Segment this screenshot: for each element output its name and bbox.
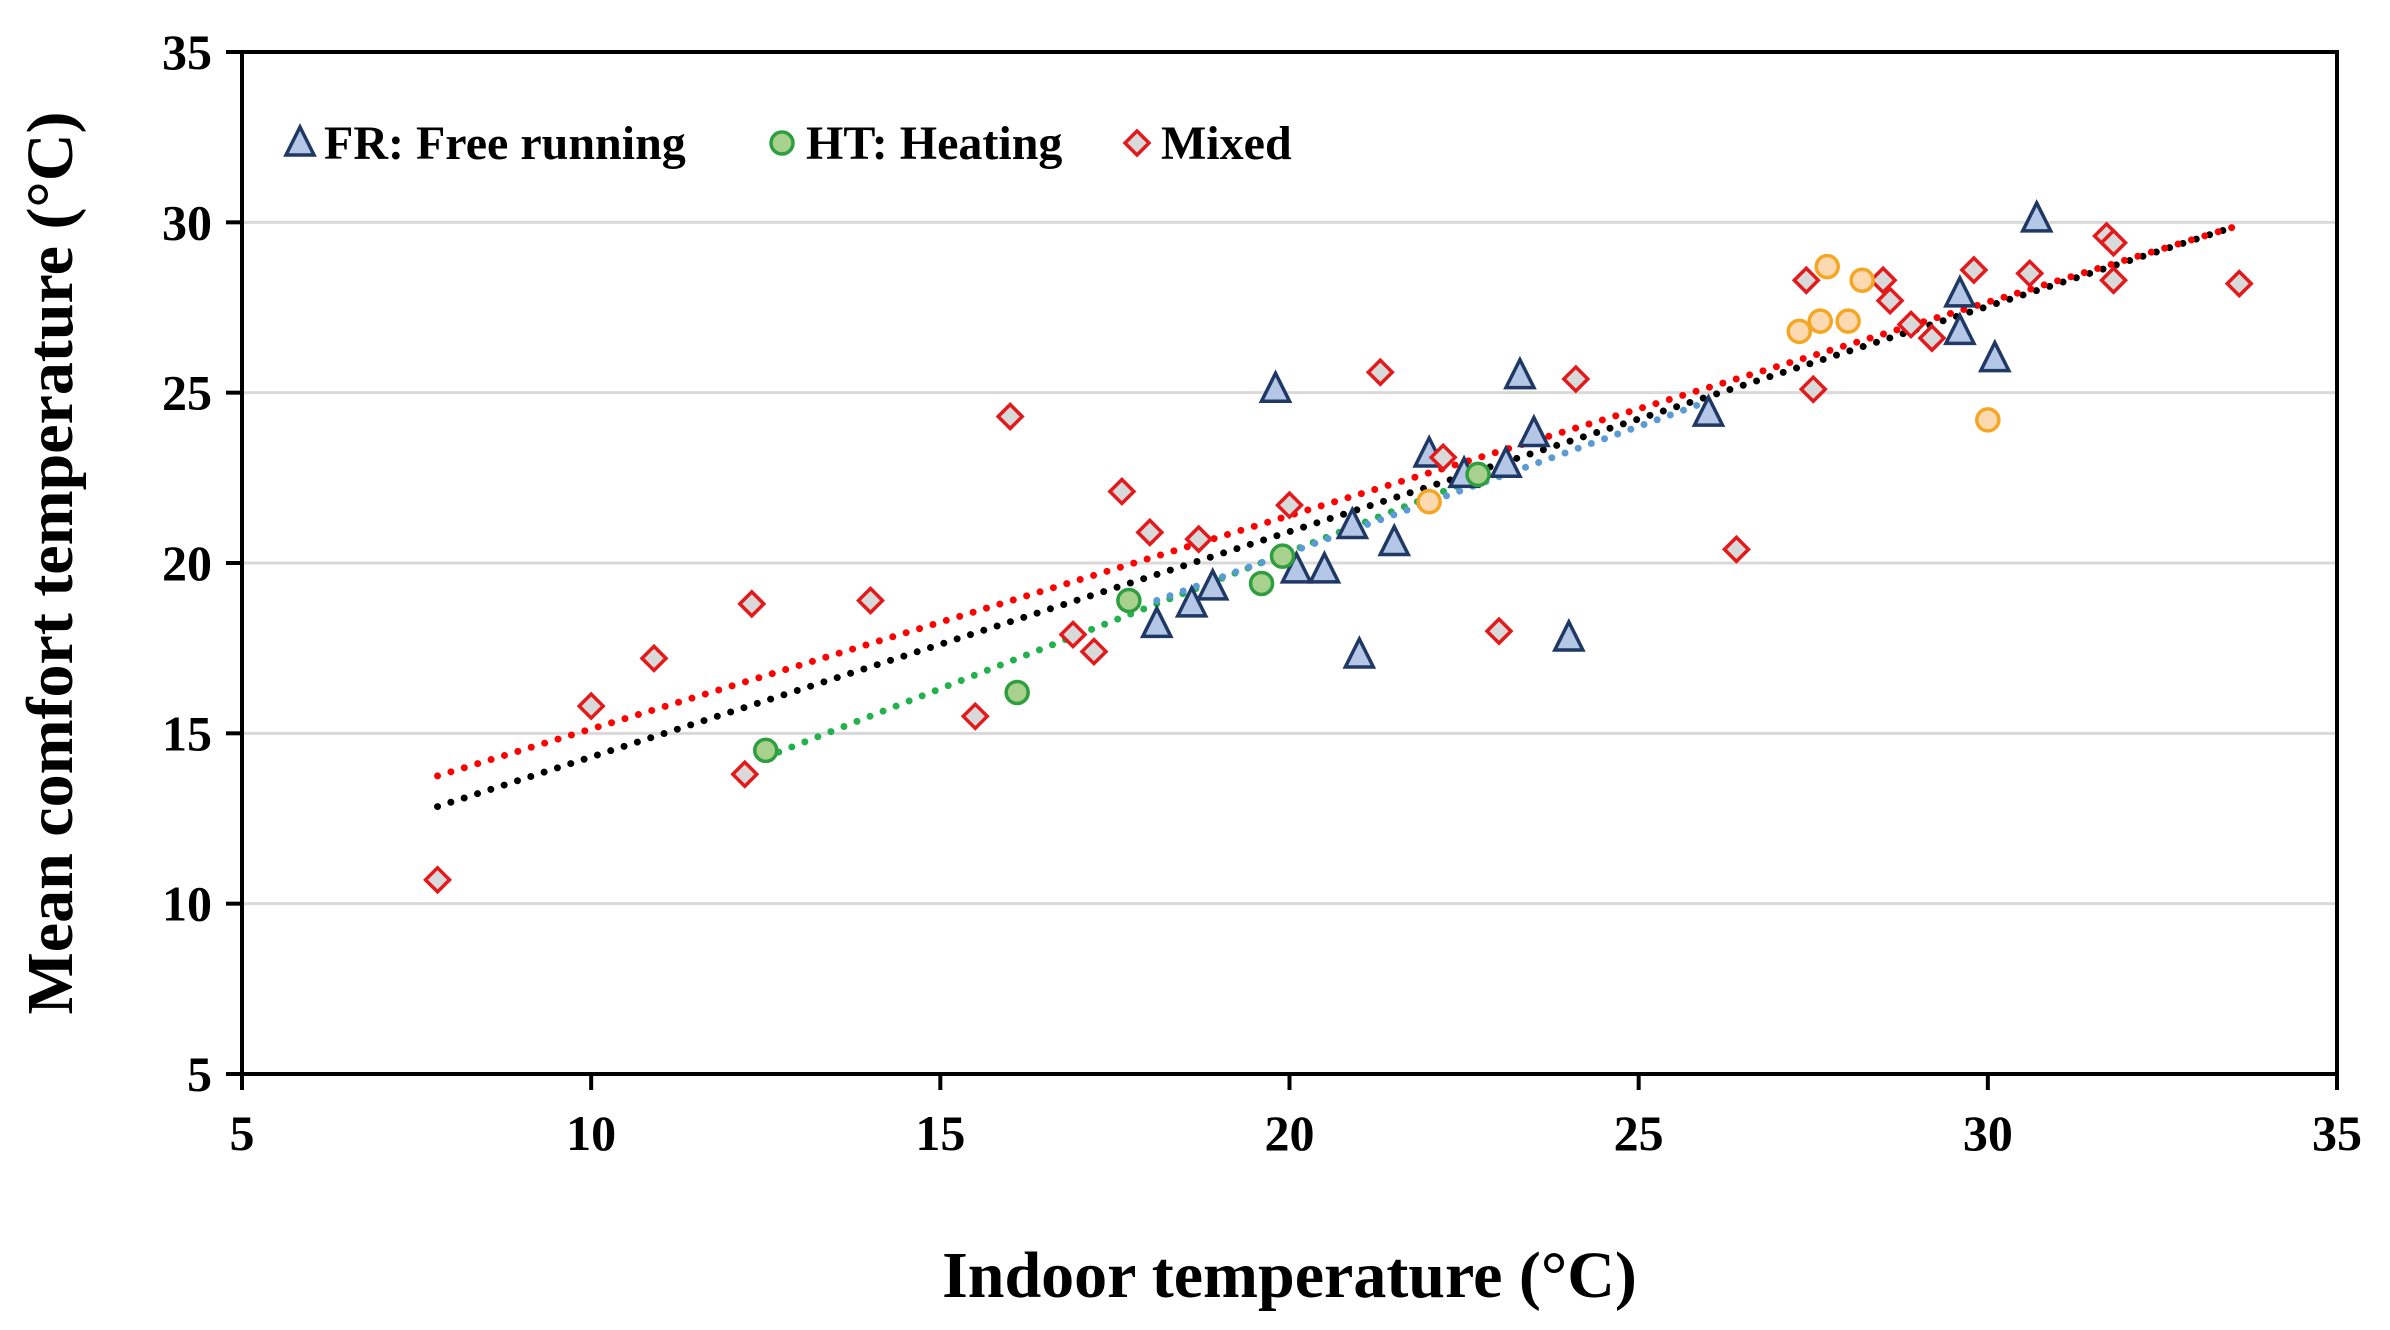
legend: FR: Free running HT: Heating Mixed — [283, 117, 1292, 170]
x-tick-label-5: 5 — [230, 1105, 255, 1161]
point-s2-17 — [1561, 364, 1591, 394]
point-s0-19 — [2019, 199, 2054, 233]
point-s2-3 — [730, 759, 760, 789]
point-s2-18 — [1721, 534, 1751, 564]
point-s2-11 — [1135, 517, 1165, 547]
point-s0-5 — [1307, 549, 1342, 584]
data-points — [423, 199, 2254, 895]
point-s2-16 — [1484, 616, 1514, 646]
y-tick-label-30: 30 — [162, 194, 212, 250]
y-tick-label-20: 20 — [162, 535, 212, 591]
point-s0-14 — [1552, 618, 1586, 652]
point-s0-4 — [1279, 549, 1314, 584]
point-s0-17 — [1943, 311, 1977, 346]
trendline-2 — [762, 474, 1482, 761]
x-tick-label-10: 10 — [566, 1105, 616, 1161]
y-tick-label-35: 35 — [162, 24, 212, 80]
point-s2-0 — [423, 865, 453, 895]
y-tick-label-10: 10 — [162, 876, 212, 932]
point-s2-8 — [1058, 620, 1088, 650]
point-s1-4 — [1269, 543, 1296, 569]
point-s1-1 — [1004, 679, 1030, 706]
legend-label-2: Mixed — [1161, 117, 1292, 170]
point-s2-7 — [995, 402, 1025, 431]
y-tick-label-15: 15 — [162, 705, 212, 761]
trendline-0 — [434, 223, 2236, 811]
point-s2-4 — [737, 589, 767, 619]
point-s2-10 — [1107, 476, 1137, 506]
point-s0-11 — [1489, 444, 1523, 478]
y-tick-label-5: 5 — [187, 1046, 212, 1102]
point-s2-19 — [1791, 265, 1821, 295]
trendline-1 — [434, 223, 2236, 780]
x-tick-label-15: 15 — [915, 1105, 965, 1161]
legend-marker-1 — [769, 130, 795, 156]
point-s3-5 — [1849, 267, 1875, 293]
point-s1-0 — [753, 737, 779, 764]
point-s2-22 — [1875, 286, 1905, 316]
point-s2-29 — [2099, 265, 2129, 295]
x-axis-title: Indoor temperature (°C) — [942, 1239, 1637, 1312]
point-s2-24 — [1917, 323, 1947, 353]
x-tick-label-35: 35 — [2312, 1105, 2362, 1161]
point-s3-2 — [1807, 308, 1833, 334]
point-s0-15 — [1691, 393, 1726, 427]
point-s2-5 — [856, 585, 885, 615]
point-s3-0 — [1416, 488, 1442, 515]
point-s0-1 — [1174, 583, 1209, 618]
point-s0-0 — [1139, 604, 1174, 639]
x-tick-label-20: 20 — [1265, 1105, 1315, 1161]
point-s2-14 — [1365, 357, 1395, 387]
point-s0-6 — [1335, 505, 1370, 540]
point-s2-12 — [1184, 524, 1214, 554]
point-s1-5 — [1465, 461, 1491, 488]
point-s3-1 — [1786, 318, 1813, 345]
point-s2-2 — [639, 643, 669, 673]
trendlines — [434, 223, 2236, 811]
point-s3-4 — [1835, 308, 1861, 334]
point-s2-9 — [1079, 637, 1109, 667]
x-tick-label-30: 30 — [1963, 1105, 2013, 1161]
point-s2-28 — [2099, 228, 2129, 258]
legend-marker-2 — [1122, 128, 1152, 158]
y-axis-title: Mean comfort temperature (°C) — [14, 112, 87, 1015]
legend-marker-0 — [283, 123, 317, 157]
point-s3-3 — [1814, 253, 1840, 280]
point-s2-21 — [1868, 265, 1898, 295]
legend-label-0: FR: Free running — [324, 117, 686, 170]
point-s0-18 — [1977, 338, 2012, 373]
legend-label-1: HT: Heating — [806, 117, 1062, 170]
axis-ticks: 5 10 15 20 25 30 35 5 10 15 20 25 30 35 — [162, 24, 2362, 1161]
point-s0-16 — [1943, 273, 1977, 308]
point-s2-6 — [960, 701, 990, 731]
point-s2-25 — [1959, 255, 1989, 285]
point-s1-2 — [1116, 587, 1142, 614]
point-s2-26 — [2015, 258, 2045, 288]
point-s2-20 — [1798, 374, 1828, 404]
point-s0-2 — [1195, 566, 1230, 601]
point-s3-6 — [1975, 407, 2001, 433]
point-s2-13 — [1275, 490, 1304, 520]
point-s1-3 — [1248, 570, 1275, 597]
point-s2-30 — [2224, 269, 2254, 299]
point-s2-1 — [576, 691, 606, 721]
point-s0-12 — [1503, 355, 1537, 390]
point-s0-13 — [1517, 413, 1551, 448]
y-tick-label-25: 25 — [162, 365, 212, 421]
point-s0-3 — [1258, 369, 1293, 404]
point-s0-7 — [1342, 635, 1377, 669]
point-s2-15 — [1428, 442, 1458, 472]
point-s2-23 — [1896, 310, 1926, 340]
point-s0-8 — [1377, 522, 1412, 557]
x-tick-label-25: 25 — [1614, 1105, 1664, 1161]
